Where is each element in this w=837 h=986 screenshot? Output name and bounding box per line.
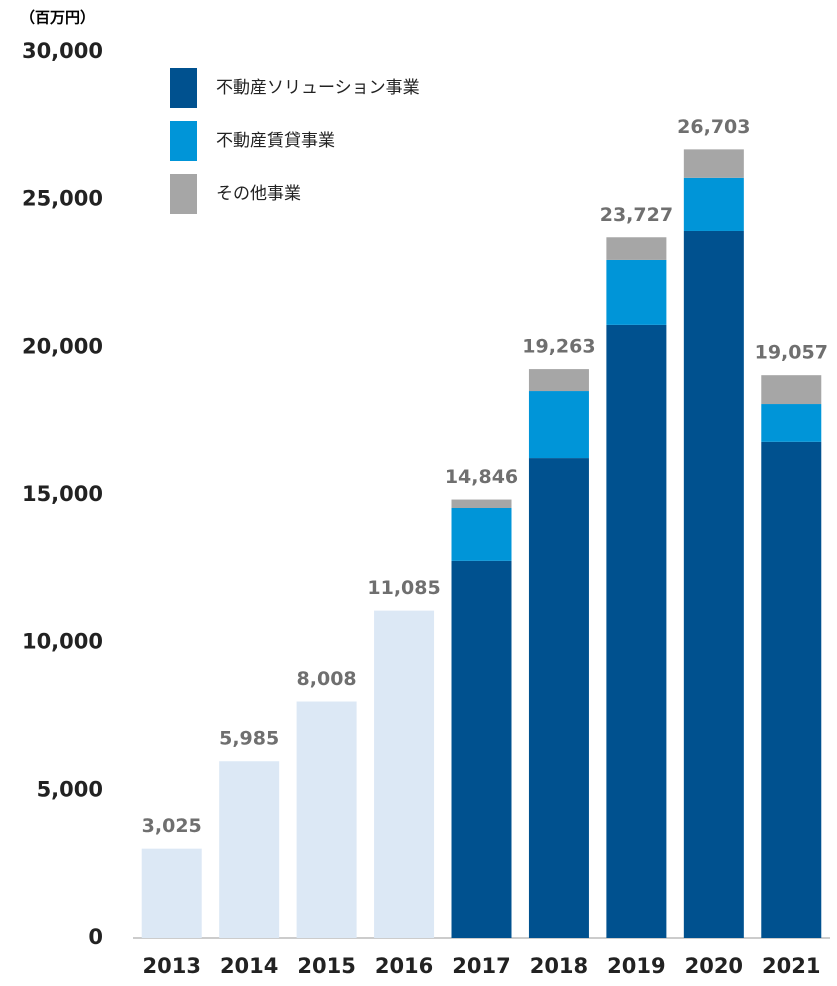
bar-segment	[451, 560, 512, 938]
x-tick-label: 2015	[297, 954, 355, 978]
y-tick-label: 5,000	[37, 777, 103, 801]
x-tick-label: 2019	[607, 954, 665, 978]
y-tick-label: 30,000	[22, 39, 103, 63]
x-tick-label: 2017	[452, 954, 510, 978]
total-label: 3,025	[142, 815, 202, 837]
x-tick-label: 2020	[685, 954, 743, 978]
total-label: 5,985	[219, 728, 279, 750]
bar-segment	[683, 149, 744, 178]
bar-segment	[683, 230, 744, 939]
y-tick-label: 0	[88, 925, 103, 949]
bar-segment	[683, 177, 744, 231]
bar-segment	[606, 259, 667, 325]
legend-swatch	[170, 68, 197, 108]
bar-segment	[761, 375, 822, 405]
x-tick-label: 2016	[375, 954, 433, 978]
legend-label: 不動産賃貸事業	[216, 131, 335, 151]
bar-segment	[606, 324, 667, 938]
total-label: 23,727	[600, 204, 673, 226]
total-label: 8,008	[297, 668, 357, 690]
total-label: 26,703	[677, 116, 750, 138]
legend-swatch	[170, 174, 197, 214]
x-tick-label: 2018	[530, 954, 588, 978]
bar	[296, 701, 357, 938]
bar-segment	[451, 507, 512, 561]
y-tick-label: 20,000	[22, 334, 103, 358]
y-tick-label: 15,000	[22, 482, 103, 506]
bar-segment	[761, 404, 822, 442]
x-tick-label: 2013	[142, 954, 200, 978]
legend-label: 不動産ソリューション事業	[216, 78, 420, 98]
bar	[219, 761, 280, 938]
bar	[374, 610, 435, 938]
total-label: 14,846	[445, 466, 518, 488]
total-label: 19,057	[755, 342, 828, 364]
legend-label: その他事業	[216, 184, 301, 204]
unit-label: （百万円）	[20, 9, 95, 27]
bar	[141, 848, 202, 938]
total-label: 19,263	[522, 336, 595, 358]
bar-segment	[528, 458, 589, 938]
legend-swatch	[170, 121, 197, 161]
x-tick-label: 2021	[762, 954, 820, 978]
y-tick-label: 25,000	[22, 187, 103, 211]
bar-segment	[451, 499, 512, 508]
bar-segment	[528, 369, 589, 392]
bar-segment	[761, 441, 822, 938]
y-tick-label: 10,000	[22, 630, 103, 654]
x-tick-label: 2014	[220, 954, 278, 978]
bar-segment	[606, 237, 667, 260]
total-label: 11,085	[367, 577, 440, 599]
bar-segment	[528, 391, 589, 459]
